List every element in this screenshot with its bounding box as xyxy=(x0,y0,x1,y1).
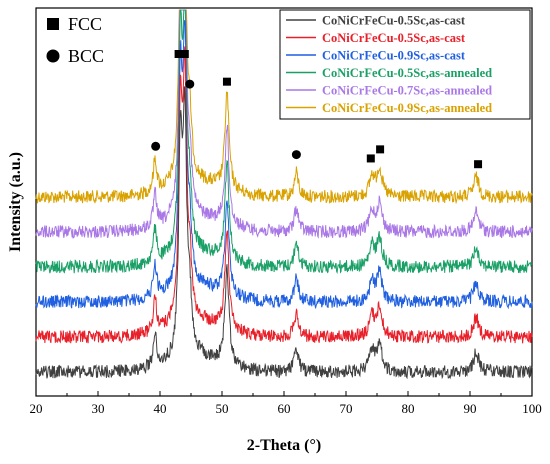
legend-label: CoNiCrFeCu-0.9Sc,as-annealed xyxy=(322,101,492,115)
phase-legend-label: FCC xyxy=(68,14,102,34)
x-tick-label: 80 xyxy=(402,401,415,416)
series-line xyxy=(35,9,533,239)
fcc-marker xyxy=(376,145,385,154)
x-tick-label: 20 xyxy=(30,401,43,416)
x-tick-label: 60 xyxy=(278,401,291,416)
series-line xyxy=(35,9,533,275)
y-axis-title: Intensity (a.u.) xyxy=(7,152,24,252)
x-tick-label: 40 xyxy=(154,401,167,416)
fcc-marker xyxy=(180,50,189,58)
phase-legend-label: BCC xyxy=(68,46,104,66)
x-tick-label: 30 xyxy=(92,401,105,416)
fcc-marker xyxy=(366,154,375,163)
phase-marker-layer xyxy=(151,50,483,169)
series-line xyxy=(35,9,533,205)
bcc-marker xyxy=(185,79,195,89)
legend-box xyxy=(279,9,531,120)
bcc-legend-symbol xyxy=(46,49,60,63)
legend-label: CoNiCrFeCu-0.9Sc,as-cast xyxy=(322,49,466,63)
x-tick-label: 100 xyxy=(522,401,542,416)
series-line xyxy=(35,46,533,344)
bcc-marker xyxy=(291,150,301,160)
legend-label: CoNiCrFeCu-0.5Sc,as-annealed xyxy=(322,66,492,80)
fcc-marker xyxy=(174,50,183,58)
fcc-marker xyxy=(474,160,483,169)
x-tick-label: 70 xyxy=(340,401,353,416)
series-line xyxy=(35,19,533,310)
legend-label: CoNiCrFeCu-0.5Sc,as-cast xyxy=(322,14,466,28)
legend-label: CoNiCrFeCu-0.7Sc,as-annealed xyxy=(322,84,492,98)
bcc-marker xyxy=(151,141,161,151)
series-legend: CoNiCrFeCu-0.5Sc,as-cast CoNiCrFeCu-0.5Sc… xyxy=(279,9,531,120)
x-axis: 20 30 40 50 60 70 80 90 100 xyxy=(30,391,542,416)
x-tick-label: 90 xyxy=(464,401,477,416)
x-tick-label: 50 xyxy=(216,401,229,416)
series-layer xyxy=(35,9,533,380)
x-axis-title: 2-Theta (°) xyxy=(247,437,321,454)
series-line xyxy=(35,85,533,380)
fcc-legend-symbol xyxy=(47,18,59,30)
phase-legend: FCC BCC xyxy=(46,14,104,66)
legend-label: CoNiCrFeCu-0.5Sc,as-cast xyxy=(322,31,466,45)
fcc-marker xyxy=(222,77,231,86)
